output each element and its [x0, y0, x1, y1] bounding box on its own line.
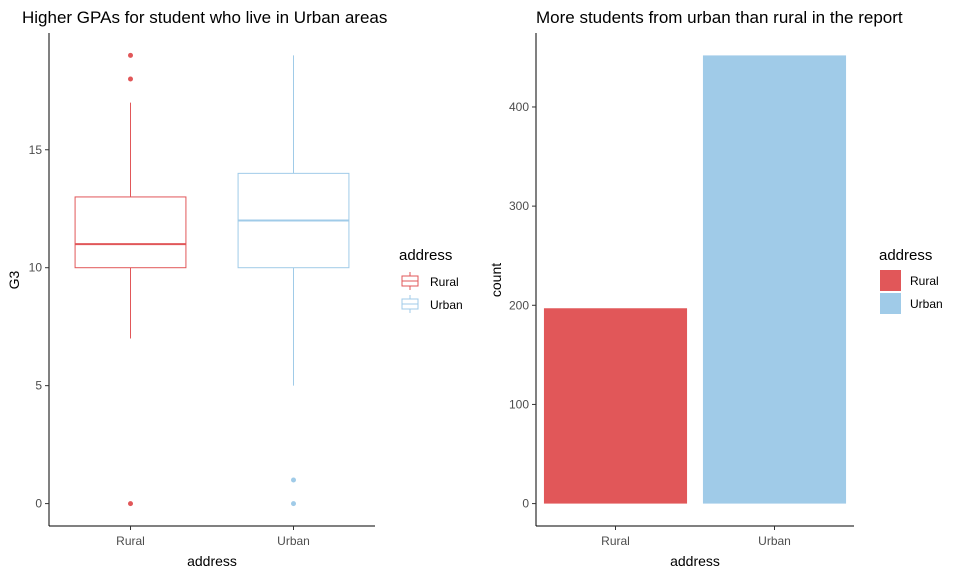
boxplot-y-tick-label: 15 [29, 143, 43, 157]
box-rural [74, 196, 187, 269]
bar-x-axis-title: address [670, 553, 720, 569]
outlier-point-rural [128, 52, 133, 58]
bar-x-tick-label: Rural [601, 534, 630, 548]
boxplot-legend-title: address [399, 247, 452, 264]
bar-y-tick-label: 400 [509, 100, 529, 114]
boxplot-marks [74, 52, 350, 507]
outlier-point-urban [291, 501, 296, 507]
legend-key-rural [880, 270, 901, 291]
bar-x-ticks: Rural Urban [601, 526, 791, 548]
boxplot-y-tick-label: 10 [29, 261, 43, 275]
bar-title: More students from urban than rural in t… [536, 8, 903, 27]
boxplot-x-tick-label: Urban [277, 534, 310, 548]
bar-y-tick-label: 100 [509, 397, 529, 411]
bar-rural [543, 308, 688, 504]
boxplot-y-tick-label: 5 [35, 379, 42, 393]
bar-y-tick-label: 200 [509, 298, 529, 312]
outlier-point-rural [128, 76, 133, 82]
boxplot-y-tick-label: 0 [35, 497, 42, 511]
boxplot-x-ticks: Rural Urban [116, 526, 310, 548]
bar-y-ticks: 0 100 200 300 400 [509, 100, 536, 511]
outlier-point-rural [128, 501, 133, 507]
bar-y-tick-label: 300 [509, 199, 529, 213]
bar-marks [543, 55, 847, 504]
boxplot-legend-label: Rural [430, 275, 459, 289]
boxplot-x-tick-label: Rural [116, 534, 145, 548]
boxplot-legend-label: Urban [430, 298, 463, 312]
bar-x-tick-label: Urban [758, 534, 791, 548]
boxplot-y-ticks: 0 5 10 15 [29, 143, 49, 511]
boxplot-y-axis-title: G3 [6, 270, 22, 289]
boxplot-panel: Higher GPAs for student who live in Urba… [6, 8, 463, 569]
bar-y-tick-label: 0 [522, 497, 529, 511]
bar-legend: Rural Urban [880, 270, 943, 314]
boxplot-x-axis-title: address [187, 553, 237, 569]
bar-legend-label: Urban [910, 297, 943, 311]
bar-urban [702, 55, 847, 504]
bar-legend-label: Rural [910, 274, 939, 288]
bar-y-axis-title: count [488, 263, 504, 297]
outlier-point-urban [291, 477, 296, 483]
bar-panel: More students from urban than rural in t… [488, 8, 943, 569]
boxplot-title: Higher GPAs for student who live in Urba… [22, 8, 387, 27]
boxplot-legend: Rural Urban [401, 272, 463, 313]
bar-legend-title: address [879, 247, 932, 264]
legend-key-urban [880, 293, 901, 314]
